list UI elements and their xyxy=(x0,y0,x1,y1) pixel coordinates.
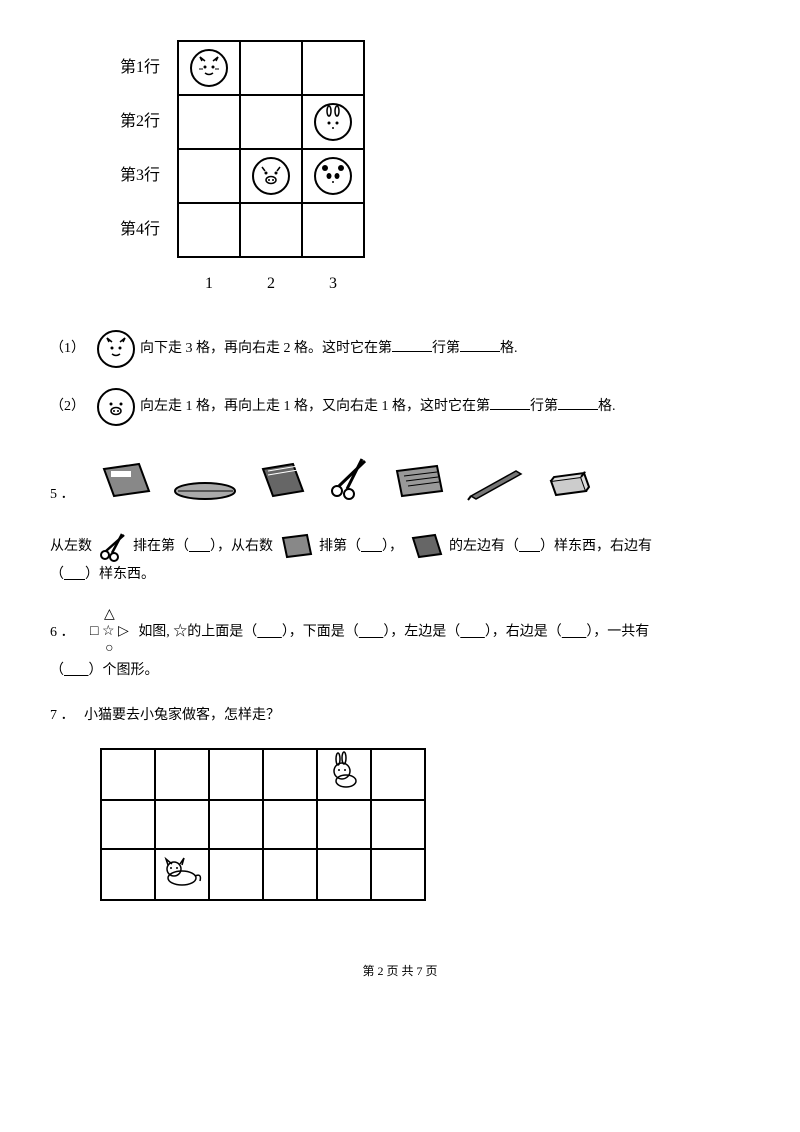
col-label-2: 2 xyxy=(240,257,302,310)
shape-bottom: ○ xyxy=(90,641,129,658)
pig-icon xyxy=(252,157,290,195)
cell-4-1 xyxy=(178,203,240,257)
blank xyxy=(361,539,382,554)
scissors-icon xyxy=(327,456,372,501)
shape-right: ▷ xyxy=(118,624,129,639)
q6-num: 6 ． xyxy=(50,625,75,640)
cell-2-2 xyxy=(240,95,302,149)
q1-text-b: 行第 xyxy=(432,341,460,356)
blank xyxy=(392,337,432,352)
shape-top: △ xyxy=(90,607,129,624)
pen-icon xyxy=(466,466,526,501)
q2-text-c: 格. xyxy=(598,399,616,414)
q5-g: ）样东西，右边有 xyxy=(540,539,652,554)
q6-d: ），右边是（ xyxy=(485,625,562,640)
blank xyxy=(562,625,587,640)
q5-f: 的左边有（ xyxy=(449,539,519,554)
cell-1-2 xyxy=(240,41,302,95)
shape-center: ☆ xyxy=(102,624,115,639)
question-6: 6 ． △ □ ☆ ▷ ○ 如图, ☆的上面是（ ），下面是（ ），左边是（ ）… xyxy=(50,607,750,683)
q5-d: 排第（ xyxy=(319,539,361,554)
q5-b: 排在第（ xyxy=(133,539,189,554)
q1-text-c: 格. xyxy=(500,341,518,356)
q2-num: （2） xyxy=(50,399,85,414)
q6-a: 如图, ☆的上面是（ xyxy=(138,625,257,640)
blank xyxy=(189,539,210,554)
q7-num: 7 ． xyxy=(50,708,75,723)
cell-4-3 xyxy=(302,203,364,257)
cell-4-2 xyxy=(240,203,302,257)
blank xyxy=(257,625,282,640)
q2-text-b: 行第 xyxy=(530,399,558,414)
cat-icon xyxy=(97,330,135,368)
question-5: 5 ． 从左数 排在第（ ），从右数 排第（ ）， 的左边有（ ）样东西，右边有… xyxy=(50,446,750,587)
comic-book-icon xyxy=(279,532,314,562)
q1-num: （1） xyxy=(50,341,85,356)
q7-text: 小猫要去小兔家做客，怎样走？ xyxy=(84,708,280,723)
blank xyxy=(490,395,530,410)
q5-h: （ xyxy=(50,567,64,582)
question-2: （2） 向左走 1 格，再向上走 1 格，又向右走 1 格，这时它在第 行第 格. xyxy=(50,388,750,426)
cell-3-1 xyxy=(178,149,240,203)
position-grid: 第1行 第2行 第3行 第 xyxy=(110,40,365,310)
cell-2-3 xyxy=(302,95,364,149)
row-label-2: 第2行 xyxy=(110,95,178,149)
q6-e: ），一共有 xyxy=(586,625,649,640)
cat-icon xyxy=(190,49,228,87)
q5-a: 从左数 xyxy=(50,539,92,554)
q1-text-a: 向下走 3 格，再向右走 2 格。这时它在第 xyxy=(140,341,392,356)
cell-1-1 xyxy=(178,41,240,95)
notebook-icon xyxy=(258,461,308,501)
cell-3-3 xyxy=(302,149,364,203)
blank xyxy=(460,337,500,352)
page-footer: 第 2 页 共 7 页 xyxy=(50,961,750,983)
blank xyxy=(64,663,89,678)
row-label-3: 第3行 xyxy=(110,149,178,203)
comic-book-icon xyxy=(99,461,154,501)
q6-c: ），左边是（ xyxy=(383,625,460,640)
question-7: 7 ． 小猫要去小兔家做客，怎样走？ xyxy=(50,703,750,728)
eraser-icon xyxy=(546,469,591,501)
question-1: （1） 向下走 3 格，再向右走 2 格。这时它在第 行第 格. xyxy=(50,330,750,368)
path-grid xyxy=(100,748,426,901)
blank xyxy=(558,395,598,410)
blank xyxy=(359,625,384,640)
q6-g: ）个图形。 xyxy=(89,663,159,678)
q5-num: 5 ． xyxy=(50,482,75,507)
q5-i: ）样东西。 xyxy=(85,567,155,582)
q6-b: ），下面是（ xyxy=(282,625,359,640)
blank xyxy=(460,625,485,640)
pencil-case-icon xyxy=(173,476,238,501)
scissors-icon xyxy=(98,532,128,562)
rabbit-icon xyxy=(314,103,352,141)
blank xyxy=(64,567,85,582)
pig-icon xyxy=(97,388,135,426)
cat-icon xyxy=(160,851,204,889)
cat-cell xyxy=(155,849,209,900)
blank xyxy=(519,539,540,554)
cell-1-3 xyxy=(302,41,364,95)
q5-c: ），从右数 xyxy=(210,539,273,554)
calculator-icon xyxy=(392,461,447,501)
cell-2-1 xyxy=(178,95,240,149)
q6-f: （ xyxy=(50,663,64,678)
row-label-4: 第4行 xyxy=(110,203,178,257)
panda-icon xyxy=(314,157,352,195)
cell-3-2 xyxy=(240,149,302,203)
row-label-1: 第1行 xyxy=(110,41,178,95)
notebook-icon xyxy=(409,532,444,562)
col-label-3: 3 xyxy=(302,257,364,310)
col-label-1: 1 xyxy=(178,257,240,310)
rabbit-icon xyxy=(324,751,364,789)
rabbit-cell xyxy=(317,749,371,800)
shape-diagram: △ □ ☆ ▷ ○ xyxy=(90,607,129,657)
q5-e: ）， xyxy=(382,539,403,554)
shape-left: □ xyxy=(90,624,98,639)
q2-text-a: 向左走 1 格，再向上走 1 格，又向右走 1 格，这时它在第 xyxy=(140,399,490,414)
